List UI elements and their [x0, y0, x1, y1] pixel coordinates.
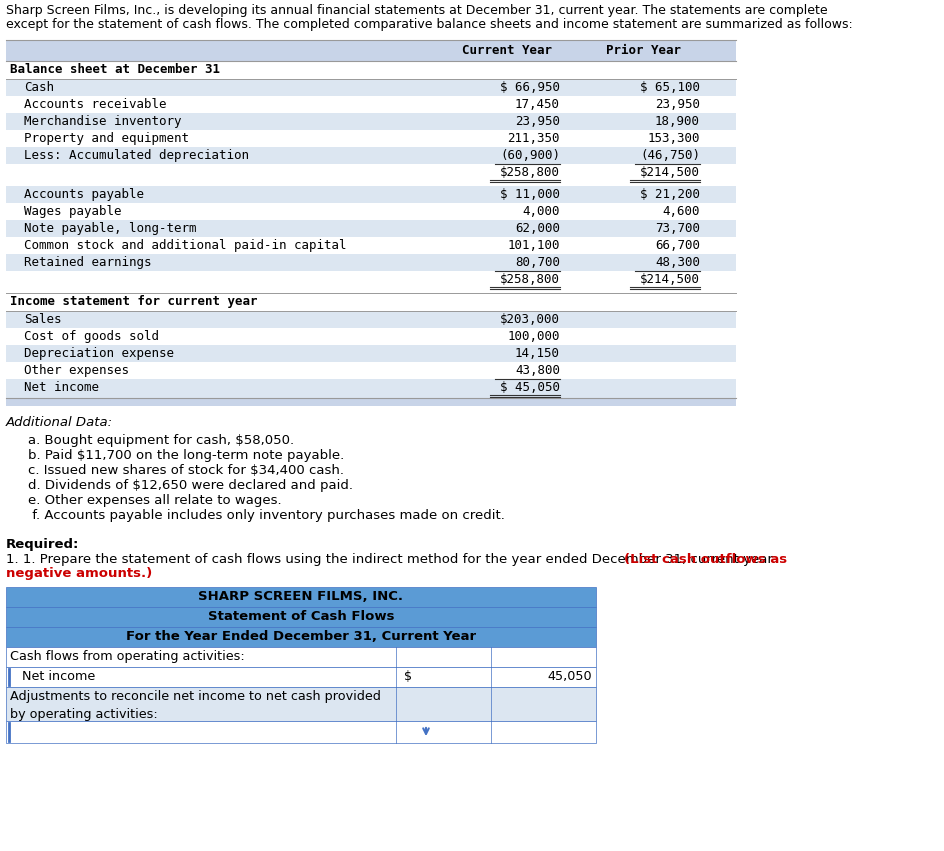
Text: 18,900: 18,900 — [655, 115, 700, 128]
Bar — [6, 293, 736, 311]
Text: Current Year: Current Year — [462, 44, 552, 57]
Text: Depreciation expense: Depreciation expense — [24, 347, 174, 360]
Text: Property and equipment: Property and equipment — [24, 132, 189, 145]
Text: Net income: Net income — [24, 381, 99, 394]
Text: 66,700: 66,700 — [655, 239, 700, 252]
Bar — [6, 130, 736, 147]
Text: c. Issued new shares of stock for $34,400 cash.: c. Issued new shares of stock for $34,40… — [28, 464, 344, 477]
Text: 45,050: 45,050 — [548, 670, 592, 683]
Text: (60,900): (60,900) — [500, 149, 560, 162]
Bar — [6, 398, 736, 406]
Bar — [6, 362, 736, 379]
Bar — [6, 164, 736, 183]
Bar — [6, 79, 736, 96]
Text: Accounts receivable: Accounts receivable — [24, 98, 166, 111]
Text: e. Other expenses all relate to wages.: e. Other expenses all relate to wages. — [28, 494, 281, 507]
Bar — [6, 147, 736, 164]
Text: $258,800: $258,800 — [500, 273, 560, 286]
Bar — [6, 113, 736, 130]
Bar — [6, 627, 596, 647]
Text: Additional Data:: Additional Data: — [6, 416, 113, 429]
Text: except for the statement of cash flows. The completed comparative balance sheets: except for the statement of cash flows. … — [6, 18, 852, 31]
Text: Accounts payable: Accounts payable — [24, 188, 144, 201]
Bar — [6, 721, 596, 743]
Text: $ 21,200: $ 21,200 — [640, 188, 700, 201]
Text: $214,500: $214,500 — [640, 166, 700, 179]
Text: Other expenses: Other expenses — [24, 364, 129, 377]
Bar — [6, 203, 736, 220]
Text: 14,150: 14,150 — [515, 347, 560, 360]
Text: Cash: Cash — [24, 81, 54, 94]
Text: 73,700: 73,700 — [655, 222, 700, 235]
Bar — [6, 328, 736, 345]
Text: 62,000: 62,000 — [515, 222, 560, 235]
Bar — [6, 220, 736, 237]
Text: 4,600: 4,600 — [663, 205, 700, 218]
Text: d. Dividends of $12,650 were declared and paid.: d. Dividends of $12,650 were declared an… — [28, 479, 353, 492]
Bar — [6, 587, 596, 607]
Text: 153,300: 153,300 — [648, 132, 700, 145]
Text: 4,000: 4,000 — [522, 205, 560, 218]
Bar — [6, 61, 736, 79]
Bar — [6, 345, 736, 362]
Text: 1. 1. Prepare the statement of cash flows using the indirect method for the year: 1. 1. Prepare the statement of cash flow… — [6, 553, 780, 566]
Text: Cost of goods sold: Cost of goods sold — [24, 330, 159, 343]
Text: $ 66,950: $ 66,950 — [500, 81, 560, 94]
Bar — [6, 687, 596, 721]
Text: Cash flows from operating activities:: Cash flows from operating activities: — [10, 650, 244, 663]
Bar — [6, 607, 596, 627]
Text: f. Accounts payable includes only inventory purchases made on credit.: f. Accounts payable includes only invent… — [28, 509, 505, 522]
Text: $ 11,000: $ 11,000 — [500, 188, 560, 201]
Text: $258,800: $258,800 — [500, 166, 560, 179]
Text: a. Bought equipment for cash, $58,050.: a. Bought equipment for cash, $58,050. — [28, 434, 295, 447]
Text: Wages payable: Wages payable — [24, 205, 122, 218]
Text: $ 45,050: $ 45,050 — [500, 381, 560, 394]
Text: 80,700: 80,700 — [515, 256, 560, 269]
Text: b. Paid $11,700 on the long-term note payable.: b. Paid $11,700 on the long-term note pa… — [28, 449, 345, 462]
Text: 100,000: 100,000 — [508, 330, 560, 343]
Bar — [6, 647, 596, 667]
Text: 48,300: 48,300 — [655, 256, 700, 269]
Text: $214,500: $214,500 — [640, 273, 700, 286]
Text: Retained earnings: Retained earnings — [24, 256, 151, 269]
Text: $: $ — [404, 670, 412, 683]
Text: SHARP SCREEN FILMS, INC.: SHARP SCREEN FILMS, INC. — [198, 590, 403, 603]
Text: 23,950: 23,950 — [515, 115, 560, 128]
Bar — [6, 237, 736, 254]
Text: Balance sheet at December 31: Balance sheet at December 31 — [10, 63, 220, 76]
Text: 23,950: 23,950 — [655, 98, 700, 111]
Text: (46,750): (46,750) — [640, 149, 700, 162]
Text: 43,800: 43,800 — [515, 364, 560, 377]
Text: Net income: Net income — [22, 670, 95, 683]
Text: 211,350: 211,350 — [508, 132, 560, 145]
Text: (List cash outflows as: (List cash outflows as — [624, 553, 787, 566]
Bar — [6, 311, 736, 328]
Text: 17,450: 17,450 — [515, 98, 560, 111]
Text: Common stock and additional paid-in capital: Common stock and additional paid-in capi… — [24, 239, 346, 252]
Text: Statement of Cash Flows: Statement of Cash Flows — [208, 610, 395, 623]
Bar — [6, 96, 736, 113]
Bar — [6, 667, 596, 687]
Bar — [6, 186, 736, 203]
Text: Note payable, long-term: Note payable, long-term — [24, 222, 196, 235]
Text: Income statement for current year: Income statement for current year — [10, 295, 258, 308]
Bar — [6, 379, 736, 398]
Text: Sharp Screen Films, Inc., is developing its annual financial statements at Decem: Sharp Screen Films, Inc., is developing … — [6, 4, 828, 17]
Bar — [6, 254, 736, 271]
Bar — [6, 41, 736, 61]
Text: Required:: Required: — [6, 538, 79, 551]
Text: 101,100: 101,100 — [508, 239, 560, 252]
Text: negative amounts.): negative amounts.) — [6, 567, 152, 580]
Text: Adjustments to reconcile net income to net cash provided
by operating activities: Adjustments to reconcile net income to n… — [10, 690, 380, 721]
Text: Sales: Sales — [24, 313, 61, 326]
Text: For the Year Ended December 31, Current Year: For the Year Ended December 31, Current … — [126, 630, 476, 643]
Text: $203,000: $203,000 — [500, 313, 560, 326]
Text: Merchandise inventory: Merchandise inventory — [24, 115, 181, 128]
Text: $ 65,100: $ 65,100 — [640, 81, 700, 94]
Bar — [6, 271, 736, 290]
Text: Less: Accumulated depreciation: Less: Accumulated depreciation — [24, 149, 249, 162]
Text: Prior Year: Prior Year — [605, 44, 681, 57]
